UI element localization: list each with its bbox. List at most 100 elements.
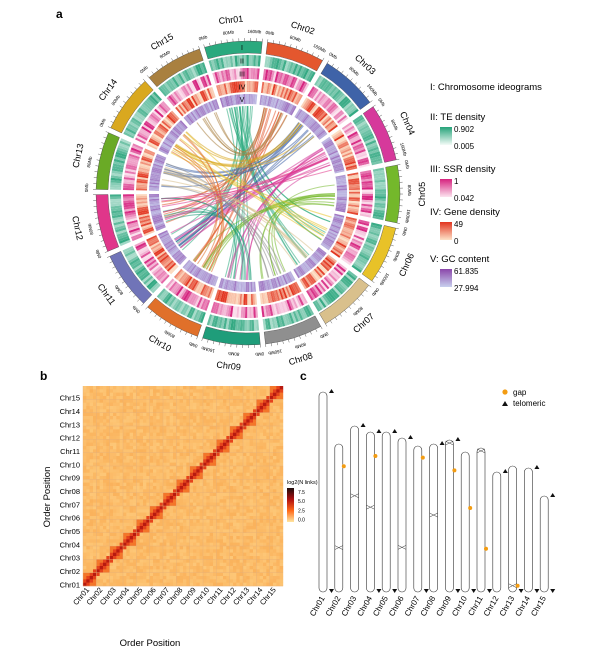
heatmap-cell <box>216 389 220 393</box>
heatmap-cell <box>210 579 214 583</box>
heatmap-cell <box>196 563 200 567</box>
heatmap-cell <box>190 496 194 500</box>
heatmap-cell <box>110 416 114 420</box>
heatmap-cell <box>93 489 97 493</box>
heatmap-cell <box>153 503 157 507</box>
heatmap-cell <box>160 429 164 433</box>
heatmap-cell <box>86 499 90 503</box>
heatmap-cell <box>93 553 97 557</box>
heatmap-cell <box>100 539 104 543</box>
heatmap-cell <box>186 426 190 430</box>
heatmap-cell <box>220 423 224 427</box>
heatmap-cell <box>133 463 137 467</box>
heatmap-cell <box>236 569 240 573</box>
heatmap-cell <box>263 466 267 470</box>
heatmap-cell <box>243 446 247 450</box>
heatmap-cell <box>126 536 130 540</box>
heatmap-cell <box>83 469 87 473</box>
heatmap-cell <box>116 573 120 577</box>
heatmap-cell <box>96 493 100 497</box>
heatmap-cell <box>253 429 257 433</box>
heatmap-cell <box>96 569 100 573</box>
heatmap-cell <box>240 466 244 470</box>
heatmap-cell <box>213 456 217 460</box>
legend-max: 61.835 <box>454 267 479 276</box>
heatmap-cell <box>203 403 207 407</box>
heatmap-cell <box>83 579 87 583</box>
heatmap-cell <box>253 559 257 563</box>
density-bin <box>246 282 248 292</box>
heatmap-cell <box>160 476 164 480</box>
heatmap-cell <box>206 516 210 520</box>
heatmap-cell <box>263 536 267 540</box>
heatmap-cell <box>176 543 180 547</box>
heatmap-cell <box>93 393 97 397</box>
panel-c-label: c <box>300 369 307 383</box>
heatmap-cell <box>220 566 224 570</box>
heatmap-cell <box>250 516 254 520</box>
heatmap-cell <box>236 496 240 500</box>
heatmap-cell <box>233 539 237 543</box>
heatmap-cell <box>180 519 184 523</box>
heatmap-cell <box>223 483 227 487</box>
heatmap-cell <box>196 436 200 440</box>
heatmap-cell <box>200 393 204 397</box>
heatmap-cell <box>93 443 97 447</box>
heatmap-cell <box>150 513 154 517</box>
heatmap-cell <box>160 416 164 420</box>
heatmap-cell <box>90 533 94 537</box>
heatmap-cell <box>263 456 267 460</box>
heatmap-cell <box>153 423 157 427</box>
density-bin <box>247 68 249 79</box>
heatmap-cell <box>196 509 200 513</box>
heatmap-cell <box>140 479 144 483</box>
heatmap-cell <box>263 513 267 517</box>
heatmap-cell <box>206 399 210 403</box>
heatmap-cell <box>83 396 87 400</box>
heatmap-cell <box>230 443 234 447</box>
heatmap-cell <box>203 469 207 473</box>
heatmap-cell <box>136 449 140 453</box>
density-bin <box>245 307 247 318</box>
heatmap-cell <box>233 386 237 390</box>
heatmap-cell <box>260 549 264 553</box>
heatmap-cell <box>156 563 160 567</box>
heatmap-cell <box>96 399 100 403</box>
heatmap-cell <box>96 536 100 540</box>
heatmap-cell <box>153 419 157 423</box>
heatmap-cell <box>226 449 230 453</box>
heatmap-cell <box>90 413 94 417</box>
heatmap-cell <box>206 449 210 453</box>
heatmap-cell <box>216 496 220 500</box>
heatmap-cell <box>136 393 140 397</box>
heatmap-cell <box>230 513 234 517</box>
heatmap-cell <box>263 533 267 537</box>
heatmap-cell <box>246 553 250 557</box>
heatmap-cell <box>140 459 144 463</box>
heatmap-cell <box>220 546 224 550</box>
heatmap-cell <box>193 573 197 577</box>
heatmap-cell <box>100 479 104 483</box>
heatmap-cell <box>203 409 207 413</box>
heatmap-cell <box>220 569 224 573</box>
heatmap-cell <box>120 469 124 473</box>
heatmap-cell <box>193 529 197 533</box>
heatmap-cell <box>100 399 104 403</box>
heatmap-cell <box>93 416 97 420</box>
heatmap-cell <box>266 519 270 523</box>
heatmap-cell <box>163 473 167 477</box>
heatmap-cell <box>210 493 214 497</box>
density-bin <box>349 194 360 196</box>
heatmap-cell <box>196 406 200 410</box>
heatmap-cell <box>150 453 154 457</box>
heatmap-cell <box>203 396 207 400</box>
heatmap-cell <box>183 499 187 503</box>
heatmap-cell <box>100 413 104 417</box>
heatmap-cell <box>260 399 264 403</box>
density-bin <box>249 68 251 79</box>
heatmap-cell <box>246 486 250 490</box>
heatmap-cell <box>143 393 147 397</box>
heatmap-cell <box>270 429 274 433</box>
heatmap-cell <box>170 553 174 557</box>
legend-max: 1 <box>454 177 459 186</box>
